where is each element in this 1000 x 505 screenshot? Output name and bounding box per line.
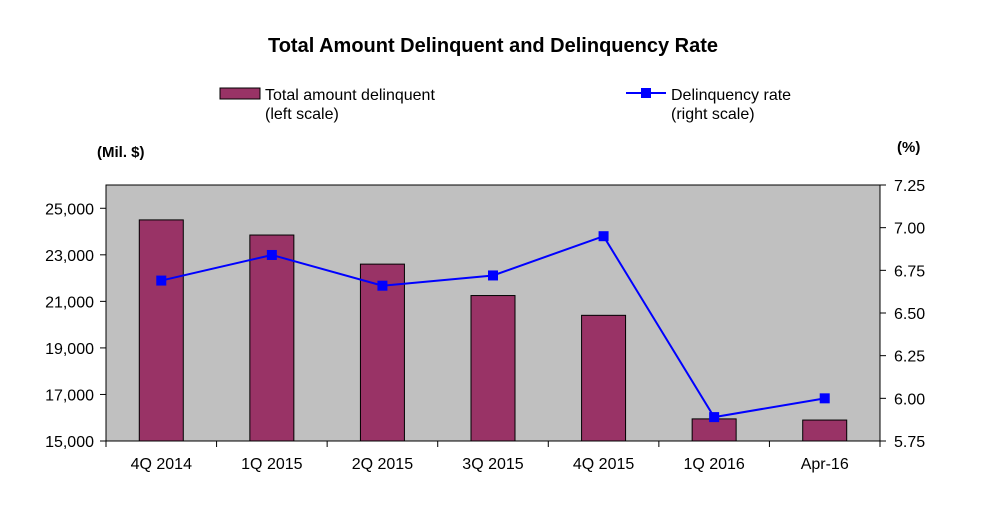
rate-point [819, 393, 830, 404]
right-axis-unit-label: (%) [897, 139, 920, 156]
category-label: 1Q 2015 [241, 456, 302, 473]
category-label: 4Q 2014 [131, 456, 192, 473]
left-axis: 15,000 17,000 19,000 21,000 23,000 25,000 [45, 201, 106, 451]
rate-point [377, 280, 388, 291]
legend-line-note: (right scale) [671, 106, 755, 123]
left-axis-tick-label: 19,000 [45, 341, 94, 358]
category-axis: 4Q 2014 1Q 2015 2Q 2015 3Q 2015 4Q 2015 1Q 20… [105, 441, 881, 473]
legend-item-line: Delinquency rate (right scale) [626, 87, 791, 123]
left-axis-unit-label: (Mil. $) [97, 144, 145, 161]
left-axis-tick-label: 17,000 [45, 387, 94, 404]
bar [249, 234, 295, 442]
right-axis-tick-label: 5.75 [894, 434, 925, 451]
category-label: 1Q 2016 [683, 456, 744, 473]
bar [470, 295, 516, 442]
right-axis-tick-label: 6.50 [894, 306, 925, 323]
bar [138, 219, 184, 442]
rate-point [488, 270, 498, 281]
left-axis-tick-label: 23,000 [45, 248, 94, 265]
chart-title: Total Amount Delinquent and Delinquency … [268, 35, 718, 57]
legend-bar-note: (left scale) [265, 106, 339, 123]
left-axis-tick-label: 15,000 [45, 434, 94, 451]
bar [581, 314, 627, 442]
category-label: 2Q 2015 [352, 456, 413, 473]
right-axis-tick-label: 7.00 [894, 221, 925, 238]
right-axis-tick-label: 6.25 [894, 349, 925, 366]
bar-series [138, 219, 848, 442]
rate-point [709, 412, 720, 423]
left-axis-tick-label: 25,000 [45, 201, 94, 218]
legend-item-bars: Total amount delinquent (left scale) [219, 87, 435, 123]
bar [802, 419, 848, 442]
rate-point [598, 231, 609, 242]
rate-point [156, 275, 167, 286]
category-label: 4Q 2015 [573, 456, 634, 473]
line-series [156, 231, 830, 423]
right-axis: 5.75 6.00 6.25 6.50 6.75 7.00 7.25 [880, 178, 925, 451]
category-label: 3Q 2015 [462, 456, 523, 473]
legend-bar-label: Total amount delinquent [265, 87, 435, 104]
category-label: Apr-16 [801, 456, 849, 473]
right-axis-tick-label: 6.75 [894, 263, 925, 280]
legend-line-marker [641, 88, 651, 98]
left-axis-tick-label: 21,000 [45, 294, 94, 311]
bar [691, 418, 737, 442]
legend-line-label: Delinquency rate [671, 87, 791, 104]
legend: Total amount delinquent (left scale) Del… [219, 87, 791, 123]
legend-bar-swatch [219, 87, 261, 100]
right-axis-tick-label: 7.25 [894, 178, 925, 195]
rate-point [266, 249, 277, 260]
bar [359, 263, 405, 442]
right-axis-tick-label: 6.00 [894, 391, 925, 408]
